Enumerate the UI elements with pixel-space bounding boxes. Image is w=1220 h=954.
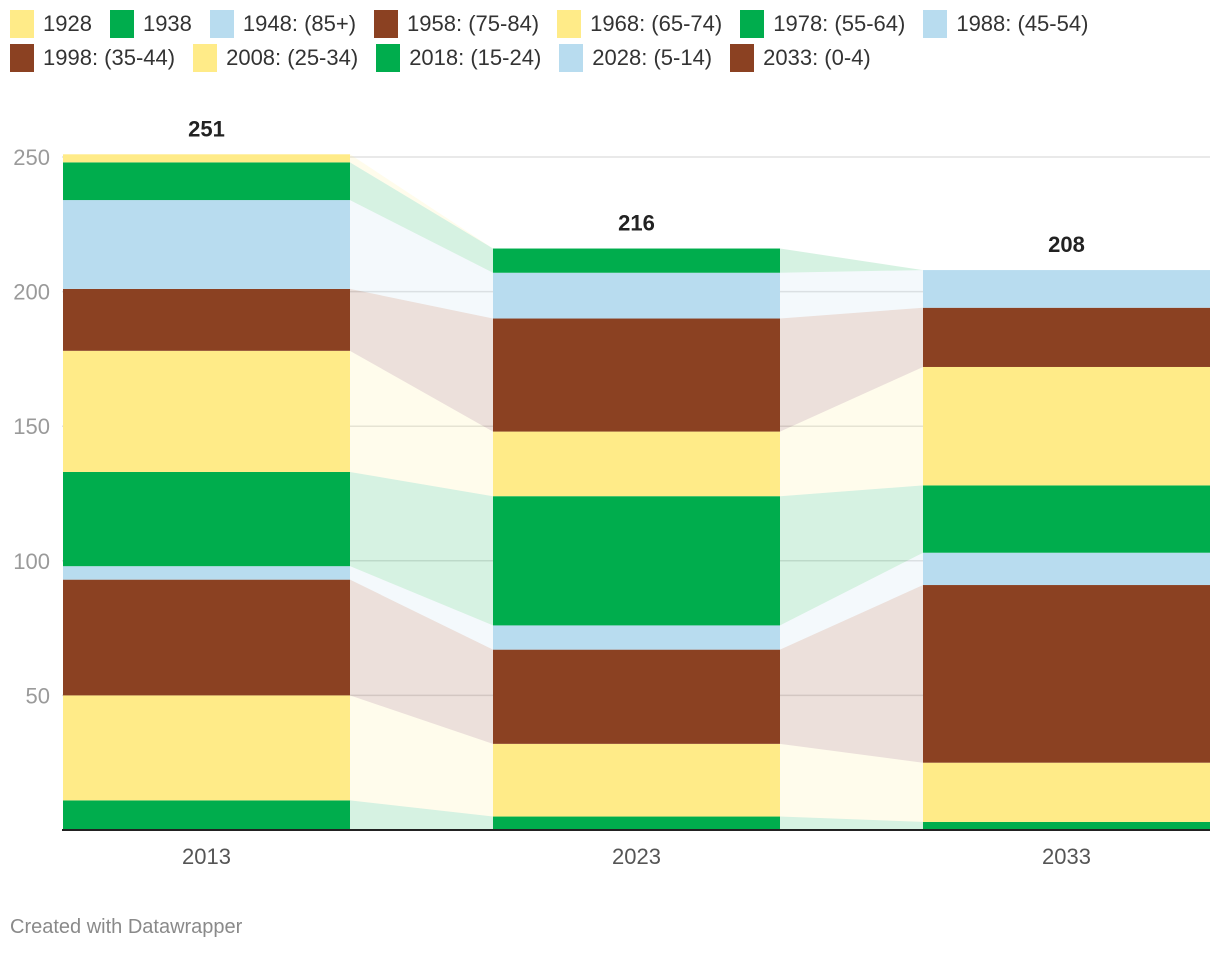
legend-label: 2008: (25-34): [226, 45, 359, 70]
flow-connector: [350, 695, 493, 817]
x-tick-label: 2033: [1042, 844, 1091, 869]
total-label: 251: [188, 116, 225, 141]
legend-label: 2028: (5-14): [592, 45, 713, 70]
bar-segment: [493, 248, 780, 273]
flow-connector: [780, 270, 923, 319]
legend-swatch: [557, 10, 582, 38]
legend-item: 2028: (5-14): [559, 44, 712, 72]
x-tick-label: 2023: [612, 844, 661, 869]
legend-label: 2033: (0-4): [763, 45, 871, 70]
legend-item: 1998: (35-44): [10, 44, 175, 72]
legend-label: 1938: [142, 11, 192, 36]
y-tick-label: 100: [13, 549, 50, 574]
bar-segment: [493, 431, 780, 497]
bar-segment: [63, 288, 350, 351]
y-tick-label: 200: [13, 280, 50, 305]
legend-swatch: [559, 44, 584, 72]
legend-item: 2033: (0-4): [730, 44, 871, 72]
legend-label: 1978: (55-64): [773, 11, 906, 36]
legend-swatch: [730, 44, 755, 72]
legend-item: 2008: (25-34): [193, 44, 358, 72]
bar-segment: [493, 272, 780, 319]
bar-segment: [923, 366, 1210, 486]
bar-segment: [63, 350, 350, 472]
chart-legend: 1928 1938 1948: (85+) 1958: (75-84) 1968: (6…: [10, 10, 1210, 72]
flow-connector: [350, 579, 493, 744]
flow-connector: [350, 162, 493, 273]
legend-swatch: [10, 10, 34, 38]
legend-item: 1958: (75-84): [374, 10, 539, 38]
legend-item: 1948: (85+): [209, 10, 357, 38]
flow-connector: [350, 154, 493, 249]
flow-connector: [780, 816, 923, 830]
legend-item: 1988: (45-54): [923, 10, 1088, 38]
flow-connector: [780, 552, 923, 650]
flow-connector: [350, 566, 493, 650]
bar-segment: [923, 821, 1210, 830]
bar-segment: [63, 162, 350, 201]
legend-item: 1928: [10, 10, 92, 38]
legend-item: 1978: (55-64): [740, 10, 905, 38]
legend-swatch: [193, 44, 218, 72]
bar-segment: [923, 762, 1210, 822]
bar-segment: [493, 318, 780, 432]
bar-segment: [493, 743, 780, 817]
legend-swatch: [374, 10, 399, 38]
legend-label: 1958: (75-84): [407, 11, 540, 36]
legend-label: 1998: (35-44): [43, 45, 176, 70]
bar-segment: [63, 579, 350, 696]
datawrapper-credit: Created with Datawrapper: [10, 916, 243, 938]
y-tick-label: 250: [13, 145, 50, 170]
legend-swatch: [376, 44, 401, 72]
flow-connector: [350, 288, 493, 432]
bar-segment: [923, 485, 1210, 553]
flow-connector: [350, 200, 493, 319]
legend-label: 1948: (85+): [242, 11, 357, 36]
bar-segment: [63, 695, 350, 801]
flow-connector: [780, 485, 923, 626]
legend-item: 2018: (15-24): [376, 44, 541, 72]
bar-segment: [493, 649, 780, 744]
bar-segment: [493, 496, 780, 626]
legend-label: 1928: [43, 11, 92, 36]
legend-swatch: [923, 10, 948, 38]
flow-connector: [780, 366, 923, 497]
flow-connector: [780, 307, 923, 432]
legend-swatch: [209, 10, 234, 38]
flow-connector: [780, 743, 923, 822]
legend-label: 1988: (45-54): [956, 11, 1089, 36]
bar-segment: [63, 154, 350, 163]
legend-item: 1938: [109, 10, 192, 38]
flow-connector: [350, 350, 493, 497]
bar-segment: [63, 800, 350, 830]
total-label: 208: [1048, 232, 1085, 257]
bar-segment: [63, 471, 350, 567]
legend-label: 2018: (15-24): [409, 45, 542, 70]
bar-segment: [63, 200, 350, 289]
legend-swatch: [10, 44, 34, 72]
bar-segment: [923, 552, 1210, 586]
legend-item: 1968: (65-74): [557, 10, 722, 38]
total-label: 216: [618, 211, 655, 236]
legend-label: 1968: (65-74): [590, 11, 723, 36]
bar-segment: [923, 307, 1210, 367]
flow-connector: [780, 585, 923, 763]
legend-swatch: [109, 10, 134, 38]
bar-segment: [923, 270, 1210, 308]
y-tick-label: 50: [26, 683, 50, 708]
flow-connector: [350, 800, 493, 830]
bar-segment: [923, 585, 1210, 763]
bar-segment: [493, 816, 780, 830]
flow-connector: [780, 248, 923, 273]
bar-segment: [493, 625, 780, 650]
x-tick-label: 2013: [182, 844, 231, 869]
flow-connector: [350, 471, 493, 626]
legend-swatch: [740, 10, 765, 38]
bar-segment: [63, 566, 350, 580]
y-tick-label: 150: [13, 414, 50, 439]
